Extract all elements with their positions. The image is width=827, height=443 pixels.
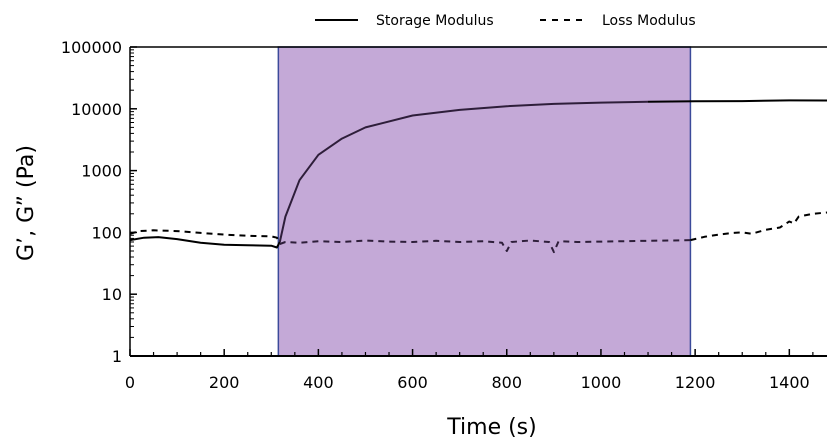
y-tick-label: 10000 <box>71 100 122 119</box>
x-tick-label: 800 <box>491 373 522 392</box>
shaded-region <box>277 46 692 357</box>
series-line-loss-modulus-inside <box>279 239 691 254</box>
y-tick-label: 100000 <box>61 38 122 57</box>
series-line-loss-modulus-before <box>129 229 281 245</box>
series-line-storage-modulus-after <box>647 99 827 103</box>
y-tick-label: 10 <box>102 285 122 304</box>
x-tick-label: 200 <box>209 373 240 392</box>
legend-label-storage-modulus: Storage Modulus <box>376 13 494 29</box>
series-line-storage-modulus-inside <box>278 100 649 243</box>
series-line-storage-modulus-before <box>129 236 281 249</box>
x-tick-label: 0 <box>125 373 135 392</box>
x-tick-label: 600 <box>397 373 428 392</box>
x-tick-label: 1400 <box>769 373 810 392</box>
series-line-loss-modulus-after <box>690 211 827 242</box>
x-tick-label: 400 <box>303 373 334 392</box>
y-tick-label: 100 <box>91 223 122 242</box>
y-tick-label: 1000 <box>81 162 122 181</box>
y-tick-label: 1 <box>112 347 122 366</box>
x-axis-title: Time (s) <box>446 415 536 440</box>
legend-label-loss-modulus: Loss Modulus <box>602 13 696 29</box>
x-tick-label: 1000 <box>581 373 622 392</box>
y-axis-title: G’, G” (Pa) <box>14 145 39 261</box>
x-tick-label: 1200 <box>675 373 716 392</box>
